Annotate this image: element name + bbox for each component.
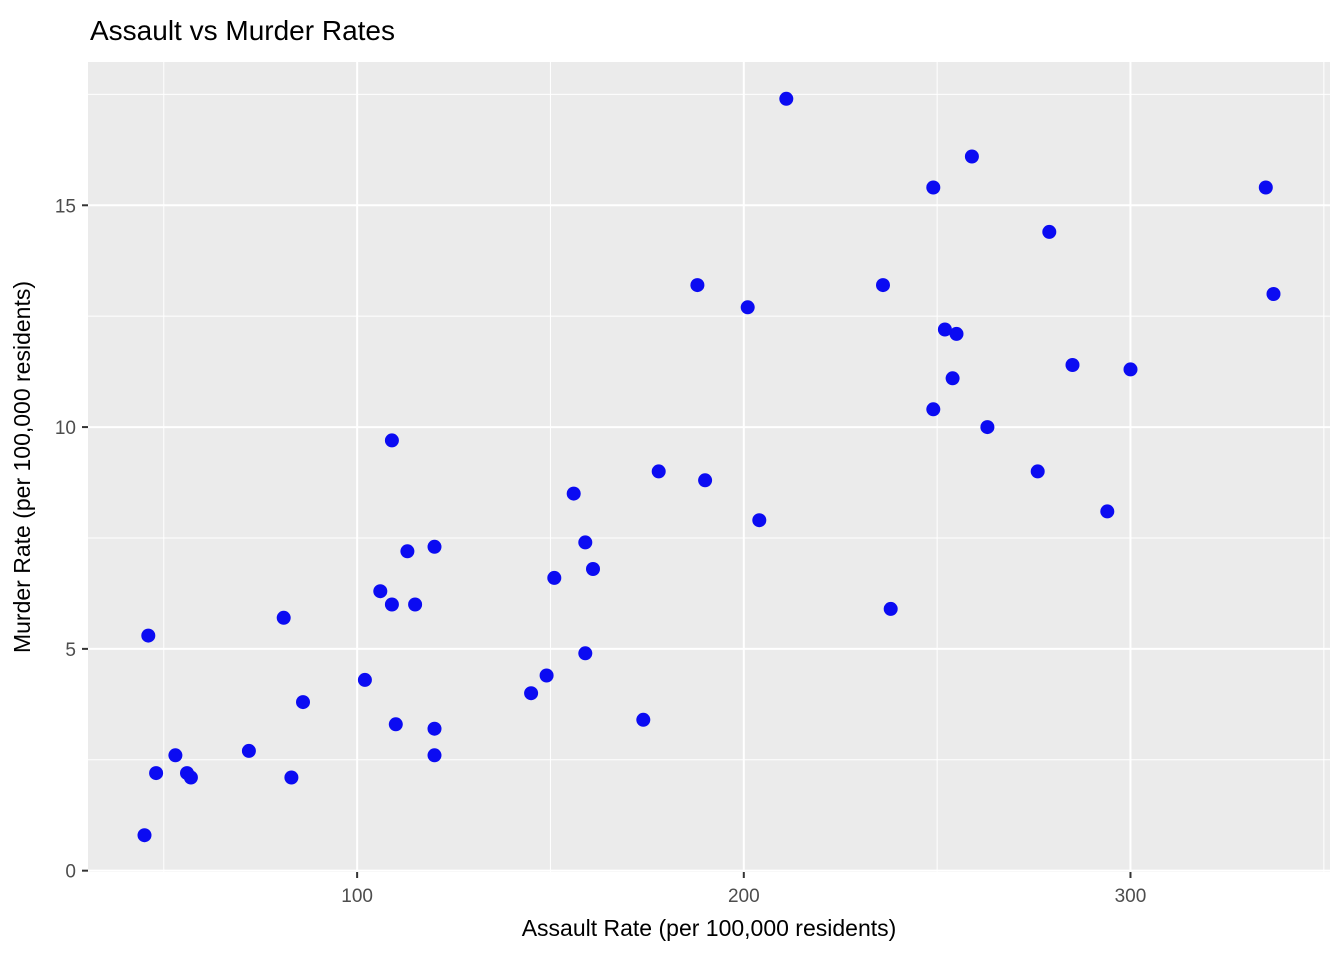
data-point bbox=[357, 672, 372, 687]
data-point bbox=[876, 278, 890, 293]
data-point bbox=[149, 766, 164, 781]
chart-title: Assault vs Murder Rates bbox=[90, 15, 395, 46]
data-point bbox=[636, 712, 651, 727]
y-axis-title: Murder Rate (per 100,000 residents) bbox=[9, 281, 35, 653]
data-point bbox=[141, 628, 156, 643]
x-axis-tick-label: 200 bbox=[728, 886, 760, 907]
data-point bbox=[384, 597, 399, 612]
data-point bbox=[296, 695, 310, 710]
y-axis-tick-label: 15 bbox=[55, 196, 76, 217]
data-point bbox=[168, 748, 183, 763]
x-axis-title: Assault Rate (per 100,000 residents) bbox=[522, 915, 897, 941]
data-point bbox=[752, 513, 767, 528]
data-point bbox=[400, 544, 415, 559]
data-point bbox=[1042, 224, 1057, 239]
data-point bbox=[578, 646, 593, 661]
data-point bbox=[1065, 358, 1080, 372]
data-point bbox=[373, 584, 388, 599]
data-point bbox=[427, 539, 442, 554]
data-point bbox=[883, 601, 898, 616]
data-point bbox=[949, 326, 964, 341]
data-point bbox=[698, 473, 713, 488]
data-point bbox=[1123, 362, 1138, 377]
data-point bbox=[586, 562, 600, 576]
data-point bbox=[1266, 287, 1281, 301]
data-points-layer bbox=[137, 91, 1281, 843]
data-point bbox=[276, 610, 291, 625]
data-point bbox=[690, 278, 705, 293]
data-point bbox=[384, 433, 399, 448]
major-gridlines bbox=[88, 62, 1330, 872]
data-point bbox=[578, 535, 593, 550]
data-point bbox=[547, 570, 562, 585]
data-point bbox=[183, 770, 198, 785]
data-point bbox=[937, 322, 952, 337]
y-axis-tick-label: 5 bbox=[65, 640, 76, 661]
data-point bbox=[964, 149, 979, 164]
data-point bbox=[408, 597, 423, 612]
data-point bbox=[566, 486, 581, 501]
axis-ticks-layer bbox=[82, 204, 1132, 878]
data-point bbox=[740, 300, 755, 315]
x-axis-tick-label: 100 bbox=[341, 886, 373, 907]
data-point bbox=[926, 180, 941, 195]
axis-tick-labels-layer: 100 200 300 0 5 10 15 bbox=[55, 196, 1146, 907]
data-point bbox=[284, 770, 299, 785]
data-point bbox=[427, 748, 442, 763]
data-point bbox=[779, 91, 794, 106]
data-point bbox=[651, 464, 666, 479]
x-axis-tick-label: 300 bbox=[1115, 886, 1147, 907]
data-point bbox=[1258, 180, 1273, 195]
data-point bbox=[427, 721, 442, 736]
data-point bbox=[1030, 464, 1045, 479]
data-point bbox=[388, 717, 403, 732]
minor-gridlines bbox=[88, 62, 1330, 872]
data-point bbox=[926, 402, 941, 417]
data-point bbox=[524, 686, 539, 701]
y-axis-tick-label: 0 bbox=[65, 862, 76, 883]
data-point bbox=[137, 828, 152, 843]
y-axis-tick-label: 10 bbox=[55, 418, 76, 439]
data-point bbox=[945, 371, 960, 386]
data-point bbox=[539, 668, 554, 683]
data-point bbox=[241, 743, 256, 758]
plot-panel bbox=[88, 62, 1330, 872]
data-point bbox=[980, 420, 995, 435]
data-point bbox=[1100, 504, 1115, 519]
